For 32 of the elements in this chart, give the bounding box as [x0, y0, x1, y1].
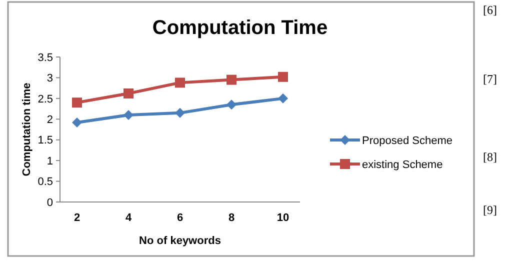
x-tick-label: 6	[176, 212, 184, 224]
text: [6]	[483, 3, 497, 17]
point	[124, 110, 134, 120]
text: [8]	[483, 150, 497, 164]
x-tick-label: 10	[276, 212, 290, 224]
point	[72, 117, 82, 128]
legend-label: Proposed Scheme	[362, 134, 452, 147]
x-axis-title: No of keywords	[139, 235, 221, 247]
point	[175, 108, 185, 118]
text: [9]	[483, 203, 497, 217]
point	[278, 72, 288, 82]
text: [7]	[483, 72, 497, 86]
point	[226, 100, 236, 110]
y-tick-label: 3	[46, 72, 53, 85]
legend-label: existing Scheme	[362, 158, 443, 171]
y-tick-label: 2	[46, 114, 53, 126]
point	[278, 93, 288, 104]
y-tick-label: 3.5	[38, 52, 53, 64]
point	[175, 78, 185, 88]
point	[226, 74, 236, 85]
point	[124, 88, 134, 98]
y-tick-label: 0	[46, 196, 53, 209]
x-tick-label: 8	[228, 212, 235, 224]
y-tick-label: 1	[46, 155, 53, 168]
y-axis-title: Computation time	[21, 82, 33, 176]
y-tick-label: 0.5	[38, 176, 53, 188]
chart-title: Computation Time	[152, 17, 328, 39]
x-tick-label: 2	[74, 212, 80, 224]
y-tick-label: 1.5	[38, 134, 53, 147]
x-tick-label: 4	[125, 212, 132, 224]
y-tick-label: 2.5	[38, 93, 53, 106]
point	[72, 98, 82, 108]
